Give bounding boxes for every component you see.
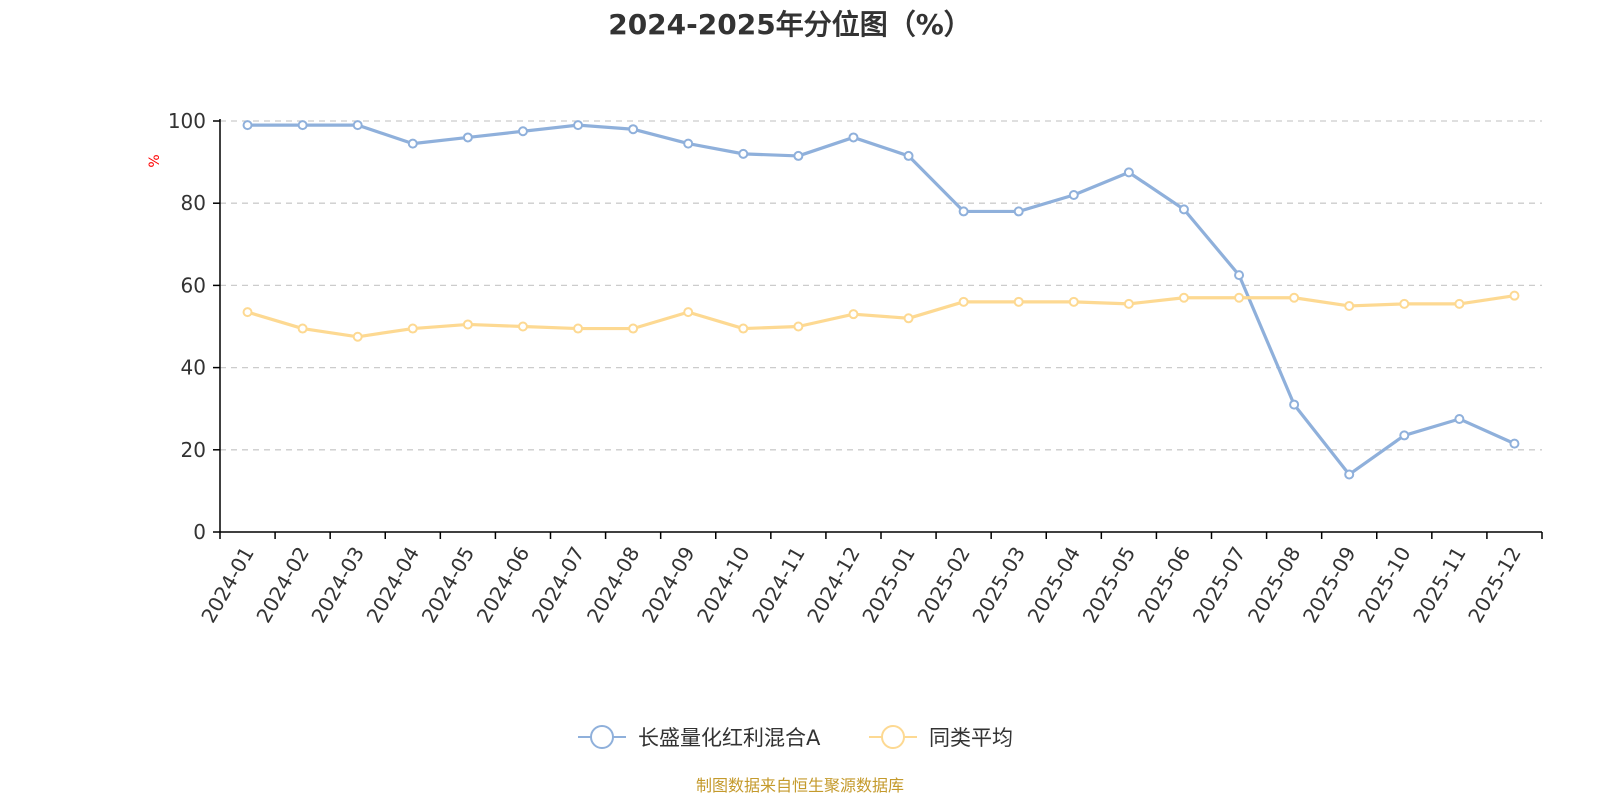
x-tick-label: 2024-03	[306, 543, 369, 627]
data-point	[407, 323, 418, 334]
x-tick-label: 2025-03	[967, 543, 1030, 627]
legend-label-1: 同类平均	[929, 726, 1013, 750]
x-tick-label: 2024-08	[582, 543, 645, 627]
x-tick-label: 2025-04	[1023, 543, 1086, 627]
y-tick-label: 100	[168, 109, 206, 133]
x-tick-label: 2025-10	[1353, 543, 1416, 627]
x-tick-label: 2024-02	[251, 543, 314, 627]
data-point	[517, 126, 528, 137]
x-axis-ticks: 2024-012024-022024-032024-042024-052024-…	[196, 532, 1543, 627]
x-tick-label: 2025-12	[1463, 543, 1526, 627]
y-tick-label: 20	[181, 438, 206, 462]
data-point	[462, 319, 473, 330]
legend-label-0: 长盛量化红利混合A	[638, 726, 821, 750]
data-point	[1234, 270, 1245, 281]
data-point	[738, 323, 749, 334]
y-tick-label: 80	[181, 191, 206, 215]
data-point	[1178, 204, 1189, 215]
series-line-1	[247, 294, 1515, 339]
data-point	[517, 321, 528, 332]
data-point	[407, 138, 418, 149]
x-tick-label: 2024-09	[637, 543, 700, 627]
data-point	[958, 296, 969, 307]
data-point	[1344, 469, 1355, 480]
data-point	[242, 120, 253, 131]
data-point	[1289, 292, 1300, 303]
data-point	[1454, 298, 1465, 309]
chart-title: 2024-2025年分位图（%）	[608, 8, 972, 41]
x-tick-label: 2024-10	[692, 543, 755, 627]
data-point	[1013, 206, 1024, 217]
data-point	[1013, 296, 1024, 307]
data-point	[1509, 438, 1520, 449]
x-tick-label: 2025-02	[912, 543, 975, 627]
data-point	[903, 150, 914, 161]
data-point	[958, 206, 969, 217]
data-point	[793, 150, 804, 161]
data-point	[738, 148, 749, 159]
data-point	[1399, 298, 1410, 309]
data-point	[848, 309, 859, 320]
data-point	[1234, 292, 1245, 303]
data-point	[628, 124, 639, 135]
data-point	[352, 331, 363, 342]
x-tick-label: 2025-05	[1078, 543, 1141, 627]
data-point	[1068, 296, 1079, 307]
data-point	[242, 307, 253, 318]
x-tick-label: 2024-11	[747, 543, 810, 627]
x-tick-label: 2024-05	[417, 543, 480, 627]
series-line-0	[247, 123, 1516, 477]
x-tick-label: 2025-07	[1188, 543, 1251, 627]
y-tick-label: 40	[181, 356, 206, 380]
x-tick-label: 2025-01	[857, 543, 920, 627]
data-point	[848, 132, 859, 143]
data-point	[793, 321, 804, 332]
data-point	[297, 120, 308, 131]
x-tick-label: 2025-08	[1243, 543, 1306, 627]
data-point	[1344, 300, 1355, 311]
data-point	[573, 120, 584, 131]
y-tick-label: 0	[193, 520, 206, 544]
x-tick-label: 2024-01	[196, 543, 259, 627]
x-tick-label: 2025-09	[1298, 543, 1361, 627]
series-lines	[242, 120, 1520, 480]
data-point	[1068, 189, 1079, 200]
legend-marker-0	[590, 725, 614, 749]
data-point	[628, 323, 639, 334]
data-point	[1123, 167, 1134, 178]
data-point	[1178, 292, 1189, 303]
legend-marker-1	[881, 725, 905, 749]
x-tick-label: 2025-06	[1133, 543, 1196, 627]
data-point	[1509, 290, 1520, 301]
data-point	[1289, 399, 1300, 410]
y-unit-label: %	[147, 154, 163, 167]
x-tick-label: 2024-07	[527, 543, 590, 627]
legend: 长盛量化红利混合A 同类平均	[578, 725, 1013, 750]
data-point	[1454, 413, 1465, 424]
data-point	[1399, 430, 1410, 441]
data-point	[352, 120, 363, 131]
x-tick-label: 2024-12	[802, 543, 865, 627]
x-tick-label: 2024-04	[362, 543, 425, 627]
data-point	[297, 323, 308, 334]
data-point	[683, 138, 694, 149]
grid-lines	[220, 120, 1542, 451]
data-point	[573, 323, 584, 334]
x-tick-label: 2024-06	[472, 543, 535, 627]
data-point	[1123, 298, 1134, 309]
data-point	[683, 307, 694, 318]
x-tick-label: 2025-11	[1408, 543, 1471, 627]
y-tick-label: 60	[181, 273, 206, 297]
source-note: 制图数据来自恒生聚源数据库	[696, 776, 904, 795]
y-axis-ticks: 0 20 40 60 80 100	[168, 109, 220, 544]
data-point	[903, 313, 914, 324]
data-point	[462, 132, 473, 143]
